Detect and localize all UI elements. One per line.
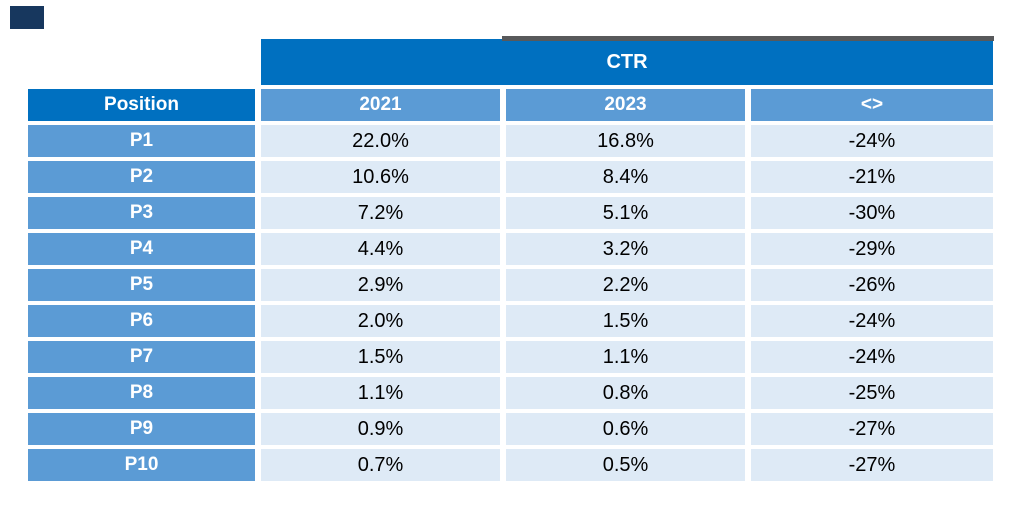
table-row: P2 10.6% 8.4% -21% bbox=[28, 161, 993, 193]
row-label: P1 bbox=[28, 125, 255, 157]
value-2021: 1.5% bbox=[261, 341, 500, 373]
value-2021: 10.6% bbox=[261, 161, 500, 193]
value-2021: 2.0% bbox=[261, 305, 500, 337]
value-2023: 1.1% bbox=[506, 341, 745, 373]
value-2023: 8.4% bbox=[506, 161, 745, 193]
value-delta: -25% bbox=[751, 377, 993, 409]
value-2023: 1.5% bbox=[506, 305, 745, 337]
value-2023: 0.6% bbox=[506, 413, 745, 445]
value-2023: 2.2% bbox=[506, 269, 745, 301]
value-2023: 16.8% bbox=[506, 125, 745, 157]
value-2023: 0.8% bbox=[506, 377, 745, 409]
column-header-row: Position 2021 2023 <> bbox=[28, 89, 993, 121]
value-2023: 5.1% bbox=[506, 197, 745, 229]
table-row: P8 1.1% 0.8% -25% bbox=[28, 377, 993, 409]
value-2023: 0.5% bbox=[506, 449, 745, 481]
table-row: P3 7.2% 5.1% -30% bbox=[28, 197, 993, 229]
row-label: P3 bbox=[28, 197, 255, 229]
column-header-2021: 2021 bbox=[261, 89, 500, 121]
column-header-2023: 2023 bbox=[506, 89, 745, 121]
group-header-row: CTR bbox=[28, 39, 993, 85]
table-row: P4 4.4% 3.2% -29% bbox=[28, 233, 993, 265]
ctr-table: CTR Position 2021 2023 <> P1 22.0% 16.8%… bbox=[22, 35, 999, 485]
value-2021: 0.9% bbox=[261, 413, 500, 445]
row-label: P5 bbox=[28, 269, 255, 301]
table-group-header: CTR bbox=[261, 39, 993, 85]
table-row: P1 22.0% 16.8% -24% bbox=[28, 125, 993, 157]
value-2021: 22.0% bbox=[261, 125, 500, 157]
value-2021: 1.1% bbox=[261, 377, 500, 409]
row-label: P4 bbox=[28, 233, 255, 265]
row-label: P9 bbox=[28, 413, 255, 445]
value-2021: 0.7% bbox=[261, 449, 500, 481]
value-delta: -27% bbox=[751, 413, 993, 445]
table-row: P7 1.5% 1.1% -24% bbox=[28, 341, 993, 373]
row-label: P7 bbox=[28, 341, 255, 373]
row-label: P2 bbox=[28, 161, 255, 193]
column-header-delta: <> bbox=[751, 89, 993, 121]
decorative-grey-strip bbox=[502, 36, 994, 41]
value-2021: 4.4% bbox=[261, 233, 500, 265]
value-2021: 2.9% bbox=[261, 269, 500, 301]
value-delta: -27% bbox=[751, 449, 993, 481]
column-header-position: Position bbox=[28, 89, 255, 121]
value-delta: -30% bbox=[751, 197, 993, 229]
row-label: P6 bbox=[28, 305, 255, 337]
table-row: P10 0.7% 0.5% -27% bbox=[28, 449, 993, 481]
row-label: P8 bbox=[28, 377, 255, 409]
blank-cell bbox=[28, 39, 255, 85]
table-row: P6 2.0% 1.5% -24% bbox=[28, 305, 993, 337]
value-delta: -24% bbox=[751, 305, 993, 337]
value-delta: -29% bbox=[751, 233, 993, 265]
value-delta: -21% bbox=[751, 161, 993, 193]
value-2023: 3.2% bbox=[506, 233, 745, 265]
row-label: P10 bbox=[28, 449, 255, 481]
decorative-navy-rectangle bbox=[10, 6, 44, 29]
value-2021: 7.2% bbox=[261, 197, 500, 229]
value-delta: -24% bbox=[751, 341, 993, 373]
table-row: P9 0.9% 0.6% -27% bbox=[28, 413, 993, 445]
value-delta: -26% bbox=[751, 269, 993, 301]
value-delta: -24% bbox=[751, 125, 993, 157]
table-row: P5 2.9% 2.2% -26% bbox=[28, 269, 993, 301]
